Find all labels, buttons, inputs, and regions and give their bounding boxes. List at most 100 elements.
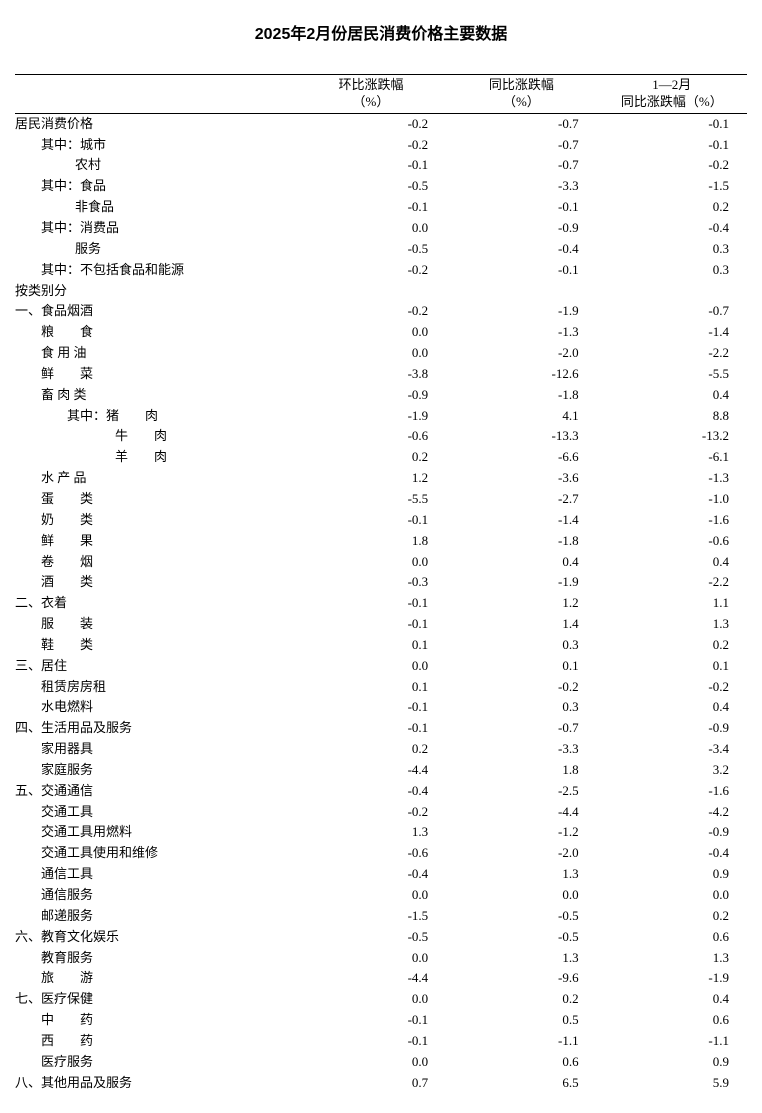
- row-label: 六、教育文化娱乐: [15, 927, 296, 948]
- row-yoy: -1.8: [446, 385, 596, 406]
- row-label: 租赁房房租: [15, 677, 296, 698]
- row-yoy: 1.4: [446, 614, 596, 635]
- table-row: 牛 肉-0.6-13.3-13.2: [15, 426, 747, 447]
- row-mom: -3.8: [296, 364, 446, 385]
- row-label: 四、生活用品及服务: [15, 718, 296, 739]
- row-mom: -0.2: [296, 802, 446, 823]
- row-ytd: 1.3: [597, 948, 747, 969]
- row-yoy: 4.1: [446, 406, 596, 427]
- table-row: 酒 类-0.3-1.9-2.2: [15, 572, 747, 593]
- row-ytd: -13.2: [597, 426, 747, 447]
- row-yoy: -6.6: [446, 447, 596, 468]
- row-yoy: -3.6: [446, 468, 596, 489]
- row-yoy: 1.8: [446, 760, 596, 781]
- row-label: 卷 烟: [15, 552, 296, 573]
- row-yoy: -0.4: [446, 239, 596, 260]
- row-mom: -0.2: [296, 301, 446, 322]
- row-mom: 0.0: [296, 343, 446, 364]
- row-ytd: -1.6: [597, 510, 747, 531]
- row-mom: -0.1: [296, 718, 446, 739]
- row-ytd: 0.6: [597, 927, 747, 948]
- row-yoy: 1.2: [446, 593, 596, 614]
- row-mom: [296, 281, 446, 302]
- row-mom: -0.1: [296, 1031, 446, 1052]
- table-row: 鲜 菜-3.8-12.6-5.5: [15, 364, 747, 385]
- row-label: 交通工具使用和维修: [15, 843, 296, 864]
- table-row: 邮递服务-1.5-0.50.2: [15, 906, 747, 927]
- row-yoy: -0.7: [446, 135, 596, 156]
- row-mom: -0.1: [296, 1010, 446, 1031]
- row-yoy: -3.3: [446, 739, 596, 760]
- cpi-table: 环比涨跌幅 （%） 同比涨跌幅 （%） 1—2月 同比涨跌幅（%） 居民消费价格…: [15, 74, 747, 1093]
- row-label: 羊 肉: [15, 447, 296, 468]
- row-yoy: -0.1: [446, 260, 596, 281]
- row-ytd: 0.2: [597, 906, 747, 927]
- row-mom: 1.2: [296, 468, 446, 489]
- table-row: 居民消费价格-0.2-0.7-0.1: [15, 113, 747, 134]
- table-row: 其中：猪 肉-1.94.18.8: [15, 406, 747, 427]
- row-mom: -0.5: [296, 927, 446, 948]
- row-ytd: 8.8: [597, 406, 747, 427]
- row-yoy: -4.4: [446, 802, 596, 823]
- row-ytd: -5.5: [597, 364, 747, 385]
- row-mom: 0.1: [296, 677, 446, 698]
- table-row: 奶 类-0.1-1.4-1.6: [15, 510, 747, 531]
- row-ytd: -0.4: [597, 218, 747, 239]
- row-ytd: 0.4: [597, 385, 747, 406]
- row-mom: 0.0: [296, 989, 446, 1010]
- row-ytd: 1.1: [597, 593, 747, 614]
- row-ytd: 0.9: [597, 864, 747, 885]
- table-row: 食 用 油0.0-2.0-2.2: [15, 343, 747, 364]
- table-row: 八、其他用品及服务0.76.55.9: [15, 1073, 747, 1094]
- table-row: 服务-0.5-0.40.3: [15, 239, 747, 260]
- row-ytd: -1.3: [597, 468, 747, 489]
- table-row: 家庭服务-4.41.83.2: [15, 760, 747, 781]
- row-yoy: 0.0: [446, 885, 596, 906]
- row-ytd: -0.1: [597, 113, 747, 134]
- row-label: 鲜 果: [15, 531, 296, 552]
- row-yoy: -0.2: [446, 677, 596, 698]
- row-label: 其中：食品: [15, 176, 296, 197]
- row-yoy: 1.3: [446, 948, 596, 969]
- row-label: 非食品: [15, 197, 296, 218]
- row-label: 按类别分: [15, 281, 296, 302]
- table-row: 四、生活用品及服务-0.1-0.7-0.9: [15, 718, 747, 739]
- row-yoy: -0.5: [446, 906, 596, 927]
- row-ytd: 0.2: [597, 635, 747, 656]
- row-label: 中 药: [15, 1010, 296, 1031]
- row-label: 服务: [15, 239, 296, 260]
- row-mom: 0.2: [296, 447, 446, 468]
- row-yoy: -0.7: [446, 113, 596, 134]
- table-row: 二、衣着-0.11.21.1: [15, 593, 747, 614]
- row-label: 医疗服务: [15, 1052, 296, 1073]
- table-row: 通信工具-0.41.30.9: [15, 864, 747, 885]
- row-label: 西 药: [15, 1031, 296, 1052]
- row-ytd: -0.2: [597, 677, 747, 698]
- row-mom: 0.0: [296, 1052, 446, 1073]
- table-row: 交通工具使用和维修-0.6-2.0-0.4: [15, 843, 747, 864]
- row-label: 服 装: [15, 614, 296, 635]
- row-mom: 0.2: [296, 739, 446, 760]
- table-row: 农村-0.1-0.7-0.2: [15, 155, 747, 176]
- row-ytd: -0.7: [597, 301, 747, 322]
- table-row: 家用器具0.2-3.3-3.4: [15, 739, 747, 760]
- row-label: 三、居住: [15, 656, 296, 677]
- row-ytd: -0.6: [597, 531, 747, 552]
- row-yoy: 0.3: [446, 697, 596, 718]
- row-ytd: -1.0: [597, 489, 747, 510]
- row-yoy: -0.5: [446, 927, 596, 948]
- row-label: 粮 食: [15, 322, 296, 343]
- header-ytd: 1—2月 同比涨跌幅（%）: [597, 75, 747, 114]
- row-ytd: -1.1: [597, 1031, 747, 1052]
- header-mom: 环比涨跌幅 （%）: [296, 75, 446, 114]
- table-row: 非食品-0.1-0.10.2: [15, 197, 747, 218]
- row-ytd: -4.2: [597, 802, 747, 823]
- row-mom: -5.5: [296, 489, 446, 510]
- row-mom: 0.0: [296, 218, 446, 239]
- row-yoy: -2.0: [446, 843, 596, 864]
- header-yoy: 同比涨跌幅 （%）: [446, 75, 596, 114]
- row-ytd: 3.2: [597, 760, 747, 781]
- row-label: 其中：城市: [15, 135, 296, 156]
- table-row: 医疗服务0.00.60.9: [15, 1052, 747, 1073]
- row-ytd: 0.4: [597, 552, 747, 573]
